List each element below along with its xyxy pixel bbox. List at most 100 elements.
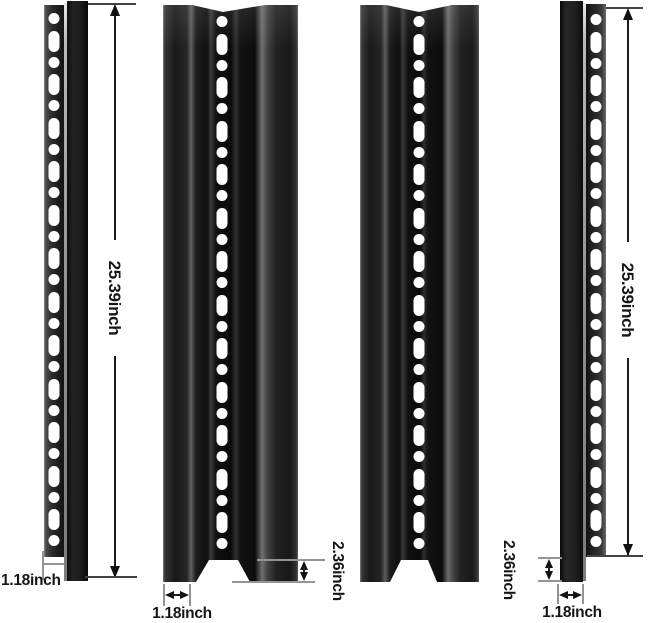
left-rail-width-label: 1.18inch [1, 572, 61, 589]
mounting-hole [48, 291, 60, 313]
mounting-hole [413, 338, 424, 359]
mounting-hole [216, 320, 227, 332]
left-rail-bend-edge [64, 3, 67, 581]
mounting-hole [216, 16, 227, 27]
mounting-hole [590, 101, 602, 112]
mounting-hole [590, 231, 602, 243]
center-left-rail-width-extension-right [189, 584, 191, 606]
mounting-hole [216, 364, 227, 375]
right-rail-width-extension-left [557, 584, 559, 604]
mounting-hole [413, 538, 424, 549]
mounting-hole [216, 425, 227, 446]
mounting-hole [48, 535, 60, 546]
mounting-hole [590, 75, 602, 96]
right-rail-hole-strip [586, 6, 606, 555]
mounting-hole [48, 30, 60, 52]
right-rail-height-label: 25.39inch [618, 262, 637, 338]
mounting-hole [413, 451, 424, 462]
arrow-left-icon [165, 591, 174, 599]
mounting-hole [48, 74, 60, 95]
mounting-hole [48, 404, 60, 416]
arrow-down-icon [300, 572, 308, 581]
center-left-rail-width-label: 1.18inch [152, 605, 212, 622]
mounting-hole [48, 230, 60, 242]
arrow-up-icon [545, 559, 553, 568]
mounting-hole [413, 59, 424, 71]
mounting-hole [216, 251, 227, 272]
mounting-hole [590, 162, 602, 183]
mounting-hole [590, 423, 602, 444]
arrow-up-icon [110, 4, 120, 16]
mounting-hole [48, 161, 60, 182]
mounting-hole [48, 465, 60, 487]
mounting-hole [413, 207, 424, 229]
center-left-rail-depth-extension-bottom [232, 581, 315, 583]
mounting-hole [48, 422, 60, 443]
right-rail-width-label: 1.18inch [542, 604, 602, 621]
mounting-hole [48, 317, 60, 329]
mounting-hole [413, 320, 424, 332]
right-rail-height-line-lower [627, 358, 629, 556]
mounting-hole [590, 14, 602, 25]
mounting-hole [413, 381, 424, 403]
right-rail-depth-tick-bottom [538, 580, 562, 582]
right-rail-depth-label: 2.36inch [500, 540, 517, 600]
mounting-hole [413, 16, 424, 27]
mounting-hole [216, 207, 227, 229]
mounting-hole [48, 143, 60, 155]
right-rail-depth-tick-top [538, 557, 562, 559]
mounting-hole [216, 164, 227, 185]
mounting-hole [413, 277, 424, 288]
right-rail-side-face [560, 1, 583, 582]
left-rail-height-line-upper [114, 6, 116, 240]
mounting-hole [48, 248, 60, 269]
mounting-hole [48, 491, 60, 503]
arrow-up-icon [623, 8, 633, 20]
arrow-right-icon [573, 591, 582, 599]
left-rail-side-face [67, 1, 88, 581]
mounting-hole [48, 378, 60, 400]
center-left-rail-hole-strip [211, 8, 232, 558]
mounting-hole [590, 118, 602, 140]
mounting-hole [413, 407, 424, 419]
mounting-hole [413, 77, 424, 98]
mounting-hole [48, 13, 60, 24]
mounting-hole [216, 538, 227, 549]
mounting-hole [216, 120, 227, 142]
arrow-down-icon [623, 544, 633, 556]
right-rail-width-extension-right [582, 584, 584, 604]
right-rail-height-extension-bottom [587, 555, 643, 557]
center-left-rail-depth-extension-top [257, 559, 325, 561]
mounting-hole [216, 33, 227, 55]
mounting-hole [590, 188, 602, 199]
mounting-hole [48, 204, 60, 226]
left-rail-height-label: 25.39inch [105, 260, 124, 336]
center-right-rail [360, 5, 479, 582]
arrow-left-icon [559, 591, 568, 599]
mounting-hole [216, 512, 227, 533]
left-rail-hole-strip [44, 5, 64, 557]
mounting-hole [413, 190, 424, 201]
mounting-hole [590, 144, 602, 156]
mounting-hole [413, 146, 424, 158]
center-right-rail-hole-strip [408, 8, 429, 558]
mounting-hole [413, 512, 424, 533]
mounting-hole [413, 233, 424, 245]
mounting-hole [590, 466, 602, 488]
mounting-hole [48, 187, 60, 198]
mounting-hole [590, 510, 602, 531]
right-rail-depth-line [548, 566, 550, 574]
arrow-down-icon [110, 566, 120, 578]
left-rail-height-extension-bottom [85, 576, 137, 578]
left-rail-width-extension [42, 551, 44, 580]
right-rail-width-line [566, 594, 575, 596]
right-rail-height-line-upper [627, 10, 629, 242]
arrow-up-icon [300, 561, 308, 570]
center-left-rail [163, 5, 298, 582]
mounting-hole [590, 318, 602, 330]
mounting-hole [590, 57, 602, 69]
arrow-right-icon [180, 591, 189, 599]
mounting-hole [590, 492, 602, 504]
mounting-hole [413, 164, 424, 185]
